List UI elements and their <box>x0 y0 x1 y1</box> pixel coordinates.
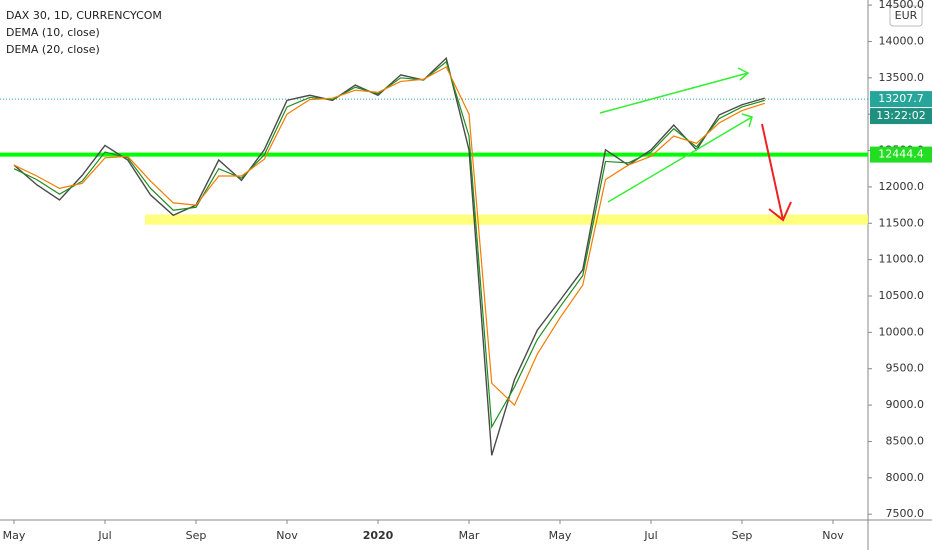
x-tick-label: May <box>549 529 572 542</box>
y-tick-label: 11500.0 <box>879 216 925 229</box>
x-tick-label: Sep <box>732 529 753 542</box>
x-tick-label: Jul <box>97 529 111 542</box>
level-label-box <box>870 146 932 163</box>
x-tick-label: 2020 <box>363 529 394 542</box>
support-zone <box>145 214 868 225</box>
last-price-label: 13207.7 <box>878 92 924 105</box>
wedge-upper <box>599 72 749 114</box>
x-tick-label: Sep <box>186 529 207 542</box>
x-tick-label: Jul <box>643 529 657 542</box>
last-price-label-box <box>870 91 932 108</box>
y-tick-label: 8000.0 <box>886 471 925 484</box>
y-tick-label: 12000.0 <box>879 180 925 193</box>
x-tick-label: Mar <box>459 529 480 542</box>
y-tick-label: 7500.0 <box>886 507 925 520</box>
y-tick-label: 13500.0 <box>879 71 925 84</box>
y-tick-label: 14500.0 <box>879 0 925 11</box>
series-line <box>13 66 765 407</box>
series-line <box>13 60 765 429</box>
y-tick-label: 9500.0 <box>886 362 925 375</box>
x-tick-label: Nov <box>276 529 298 542</box>
y-tick-label: 9000.0 <box>886 398 925 411</box>
arrow-down-head <box>768 201 792 222</box>
legend: DAX 30, 1D, CURRENCYCOM DEMA (10, close)… <box>6 9 162 56</box>
wedge-lower <box>607 116 753 203</box>
currency: EUR <box>895 9 918 22</box>
arrow-down <box>761 123 784 221</box>
y-tick-label: 14000.0 <box>879 34 925 47</box>
y-tick-label: 11000.0 <box>879 253 925 266</box>
wedge-upper-head <box>737 67 750 81</box>
y-tick-label: 8500.0 <box>886 434 925 447</box>
level-label: 12444.4 <box>878 148 924 161</box>
y-tick-label: 10000.0 <box>879 325 925 338</box>
x-tick-label: May <box>3 529 26 542</box>
currency-box[interactable] <box>889 5 923 27</box>
legend-entry: DEMA (20, close) <box>6 43 100 56</box>
countdown: 13:22:02 <box>876 109 925 122</box>
y-tick-label: 10500.0 <box>879 289 925 302</box>
x-tick-label: Nov <box>822 529 844 542</box>
countdown-box <box>870 108 932 125</box>
legend-entry: DEMA (10, close) <box>6 26 100 39</box>
legend-entry: DAX 30, 1D, CURRENCYCOM <box>6 9 162 22</box>
wedge-lower-head <box>741 113 753 128</box>
plot <box>0 56 868 456</box>
